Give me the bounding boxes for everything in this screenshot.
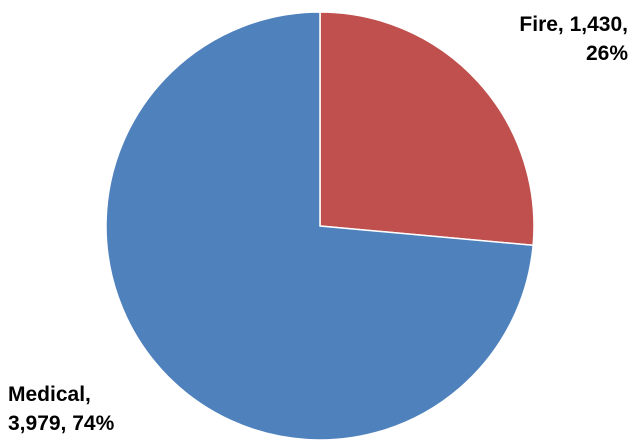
pie-slice-medical — [105, 11, 534, 441]
pie-slices — [105, 11, 535, 441]
data-label-medical-line2: 3,979, 74% — [8, 412, 115, 435]
data-label-fire-line1: Fire, 1,430, — [519, 13, 628, 36]
data-label-medical-line1: Medical, — [8, 383, 91, 406]
pie-slice-fire — [319, 11, 535, 247]
data-label-medical: Medical, 3,979, 74% — [8, 380, 114, 438]
data-label-fire: Fire, 1,430, 26% — [519, 10, 628, 68]
data-label-fire-line2: 26% — [585, 42, 628, 65]
